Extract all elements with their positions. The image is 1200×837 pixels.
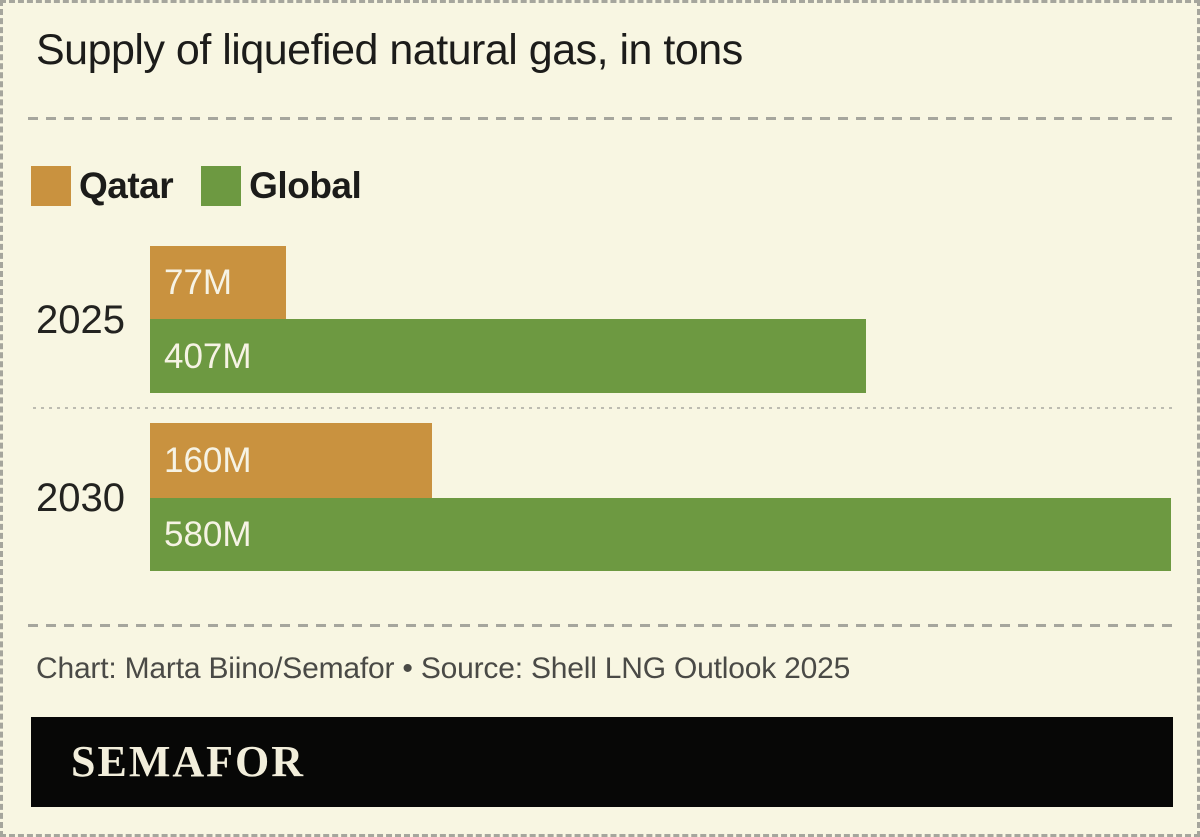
legend-item-qatar: Qatar bbox=[31, 165, 174, 207]
bar-2030-qatar: 160M bbox=[150, 423, 432, 498]
plot-area: 77M 407M 160M 580M bbox=[150, 3, 1171, 834]
bar-value-2025-global: 407M bbox=[164, 336, 252, 376]
bar-value-2030-global: 580M bbox=[164, 515, 252, 554]
bar-2025-global: 407M bbox=[150, 319, 867, 393]
credit-line: Chart: Marta Biino/Semafor • Source: She… bbox=[36, 652, 851, 685]
qatar-swatch-icon bbox=[31, 166, 71, 206]
legend-label-global: Global bbox=[249, 165, 362, 206]
title-separator bbox=[28, 117, 1173, 120]
semafor-logo-text: SEMAFOR bbox=[71, 737, 305, 786]
legend: Qatar Global bbox=[31, 165, 362, 207]
global-swatch-icon bbox=[201, 166, 242, 206]
semafor-logo-bar: SEMAFOR bbox=[31, 717, 1173, 807]
category-label-2025: 2025 bbox=[36, 298, 125, 342]
bar-2030-global: 580M bbox=[150, 498, 1171, 571]
bar-value-2025-qatar: 77M bbox=[164, 263, 233, 302]
chart-title: Supply of liquefied natural gas, in tons bbox=[36, 26, 743, 74]
legend-label-qatar: Qatar bbox=[79, 165, 174, 206]
category-label-2030: 2030 bbox=[36, 476, 125, 520]
bar-2025-qatar: 77M bbox=[150, 246, 286, 319]
group-separator bbox=[33, 407, 1173, 409]
bar-value-2030-qatar: 160M bbox=[164, 441, 252, 480]
legend-item-global: Global bbox=[201, 165, 362, 207]
footer-separator bbox=[28, 624, 1173, 627]
